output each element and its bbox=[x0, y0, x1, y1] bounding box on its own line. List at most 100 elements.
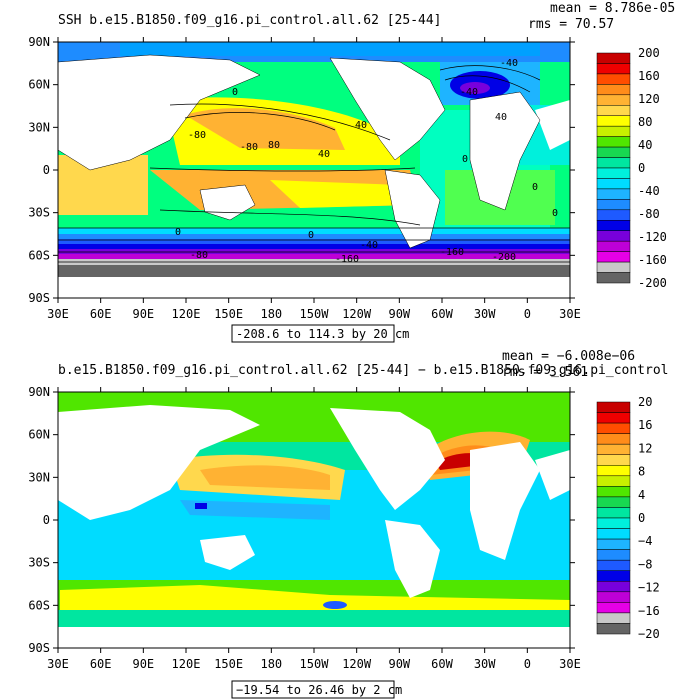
colorbar-swatch bbox=[596, 496, 631, 508]
colorbar-label: −4 bbox=[638, 534, 652, 548]
colorbar-swatch bbox=[596, 251, 631, 263]
contour-label: -40 bbox=[360, 240, 378, 251]
x-tick-label: 0 bbox=[524, 657, 531, 671]
colorbar-swatch bbox=[596, 433, 631, 445]
contour-label: 0 bbox=[552, 208, 558, 219]
land-masses-1 bbox=[58, 55, 570, 298]
x-tick-label: 90E bbox=[132, 657, 154, 671]
y-tick-label: 60S bbox=[28, 248, 50, 262]
panel-1-range-note: -208.6 to 114.3 by 20 cm bbox=[236, 327, 409, 341]
contour-label: -80 bbox=[190, 250, 208, 261]
colorbar-swatch bbox=[596, 581, 631, 593]
x-tick-label: 30W bbox=[474, 657, 496, 671]
colorbar-swatch bbox=[596, 272, 631, 284]
contour-label: 40 bbox=[318, 149, 330, 160]
colorbar-swatch bbox=[596, 146, 631, 158]
colorbar-label: -160 bbox=[638, 253, 667, 267]
colorbar-label: 80 bbox=[638, 115, 652, 129]
x-tick-label: 60W bbox=[431, 307, 453, 321]
panel-2-range-box bbox=[231, 680, 395, 699]
panel-2: b.e15.B1850.f09_g16.pi_control.all.62 [2… bbox=[28, 349, 668, 699]
colorbar-label: 0 bbox=[638, 161, 645, 175]
x-tick-label: 150E bbox=[214, 307, 243, 321]
contour-labels-1: 0 40 80 -80 40 0 0 0 0 -80 -40 -160 -160… bbox=[175, 58, 558, 265]
panel-2-range-note: −19.54 to 26.46 by 2 cm bbox=[236, 683, 402, 697]
x-tick-label: 30E bbox=[47, 657, 69, 671]
colorbar-label: −16 bbox=[638, 604, 660, 618]
colorbar-swatch bbox=[596, 412, 631, 424]
colorbar-label: 16 bbox=[638, 418, 652, 432]
colorbar-swatch bbox=[596, 517, 631, 529]
colorbar-label: 0 bbox=[638, 511, 645, 525]
colorbar-swatch bbox=[596, 230, 631, 242]
x-tick-label: 60E bbox=[90, 307, 112, 321]
x-tick-label: 30E bbox=[559, 307, 581, 321]
panel-2-stat-rms: rms = 3.561 bbox=[502, 365, 588, 380]
colorbar-swatch bbox=[596, 559, 631, 571]
field-acc bbox=[58, 228, 570, 234]
colorbar-swatch bbox=[596, 115, 631, 127]
field-tropical-pacific bbox=[180, 500, 330, 520]
colorbar-swatch bbox=[596, 475, 631, 487]
colorbar-label: 8 bbox=[638, 465, 645, 479]
colorbar-label: -120 bbox=[638, 230, 667, 244]
colorbar-label: −12 bbox=[638, 581, 660, 595]
colorbar-swatch bbox=[596, 125, 631, 137]
y-tick-label: 60S bbox=[28, 598, 50, 612]
x-tick-label: 60W bbox=[431, 657, 453, 671]
colorbar-swatch bbox=[596, 422, 631, 434]
colorbar-label: -80 bbox=[638, 207, 660, 221]
colorbar-swatch bbox=[596, 454, 631, 466]
y-tick-label: 90N bbox=[28, 35, 50, 49]
x-tick-label: 120W bbox=[342, 307, 372, 321]
contour-label: 0 bbox=[232, 87, 238, 98]
colorbar-swatch bbox=[596, 178, 631, 190]
x-tick-label: 30E bbox=[47, 307, 69, 321]
y-tick-label: 0 bbox=[43, 163, 50, 177]
contour-label: -160 bbox=[440, 247, 464, 258]
colorbar-swatch bbox=[596, 261, 631, 273]
colorbar-swatch bbox=[596, 240, 631, 252]
colorbar-label: 12 bbox=[638, 441, 652, 455]
panel-1-stat-rms: rms = 70.57 bbox=[528, 17, 614, 32]
contour-label: -160 bbox=[335, 254, 359, 265]
colorbar-swatch bbox=[596, 157, 631, 169]
colorbar-label: 160 bbox=[638, 69, 660, 83]
colorbar-swatch bbox=[596, 486, 631, 498]
contour-label: 40 bbox=[355, 120, 367, 131]
x-tick-label: 90W bbox=[388, 657, 410, 671]
colorbar-swatch bbox=[596, 465, 631, 477]
contour-label: 0 bbox=[175, 227, 181, 238]
contour-label: 40 bbox=[495, 112, 507, 123]
colorbar-swatch bbox=[596, 63, 631, 75]
y-tick-label: 60N bbox=[28, 428, 50, 442]
y-tick-label: 30S bbox=[28, 556, 50, 570]
colorbar-swatch bbox=[596, 570, 631, 582]
contour-label: -80 bbox=[188, 130, 206, 141]
contour-label: 0 bbox=[532, 182, 538, 193]
y-tick-label: 30N bbox=[28, 470, 50, 484]
y-tick-label: 90S bbox=[28, 641, 50, 655]
colorbar-label: 40 bbox=[638, 138, 652, 152]
contour-label: 0 bbox=[462, 154, 468, 165]
colorbar-swatch bbox=[596, 401, 631, 413]
x-tick-label: 120E bbox=[172, 657, 201, 671]
panel-1-colorbar: 200 160 120 80 40 0 -40 -80 -120 -160 -200 bbox=[596, 46, 667, 290]
y-tick-label: 90S bbox=[28, 291, 50, 305]
colorbar-swatch bbox=[596, 612, 631, 624]
colorbar-label: -200 bbox=[638, 276, 667, 290]
contour-label: 0 bbox=[308, 230, 314, 241]
panel-2-map bbox=[58, 392, 570, 648]
colorbar-label: -40 bbox=[638, 184, 660, 198]
colorbar-swatch bbox=[596, 443, 631, 455]
x-tick-label: 30E bbox=[559, 657, 581, 671]
colorbar-swatch bbox=[596, 73, 631, 85]
y-tick-label: 60N bbox=[28, 78, 50, 92]
colorbar-swatch bbox=[596, 52, 631, 64]
x-tick-label: 120E bbox=[172, 307, 201, 321]
x-tick-label: 180 bbox=[260, 657, 282, 671]
colorbar-swatch bbox=[596, 623, 631, 635]
colorbar-swatch bbox=[596, 549, 631, 561]
colorbar-swatch bbox=[596, 199, 631, 211]
colorbar-label: 4 bbox=[638, 488, 645, 502]
